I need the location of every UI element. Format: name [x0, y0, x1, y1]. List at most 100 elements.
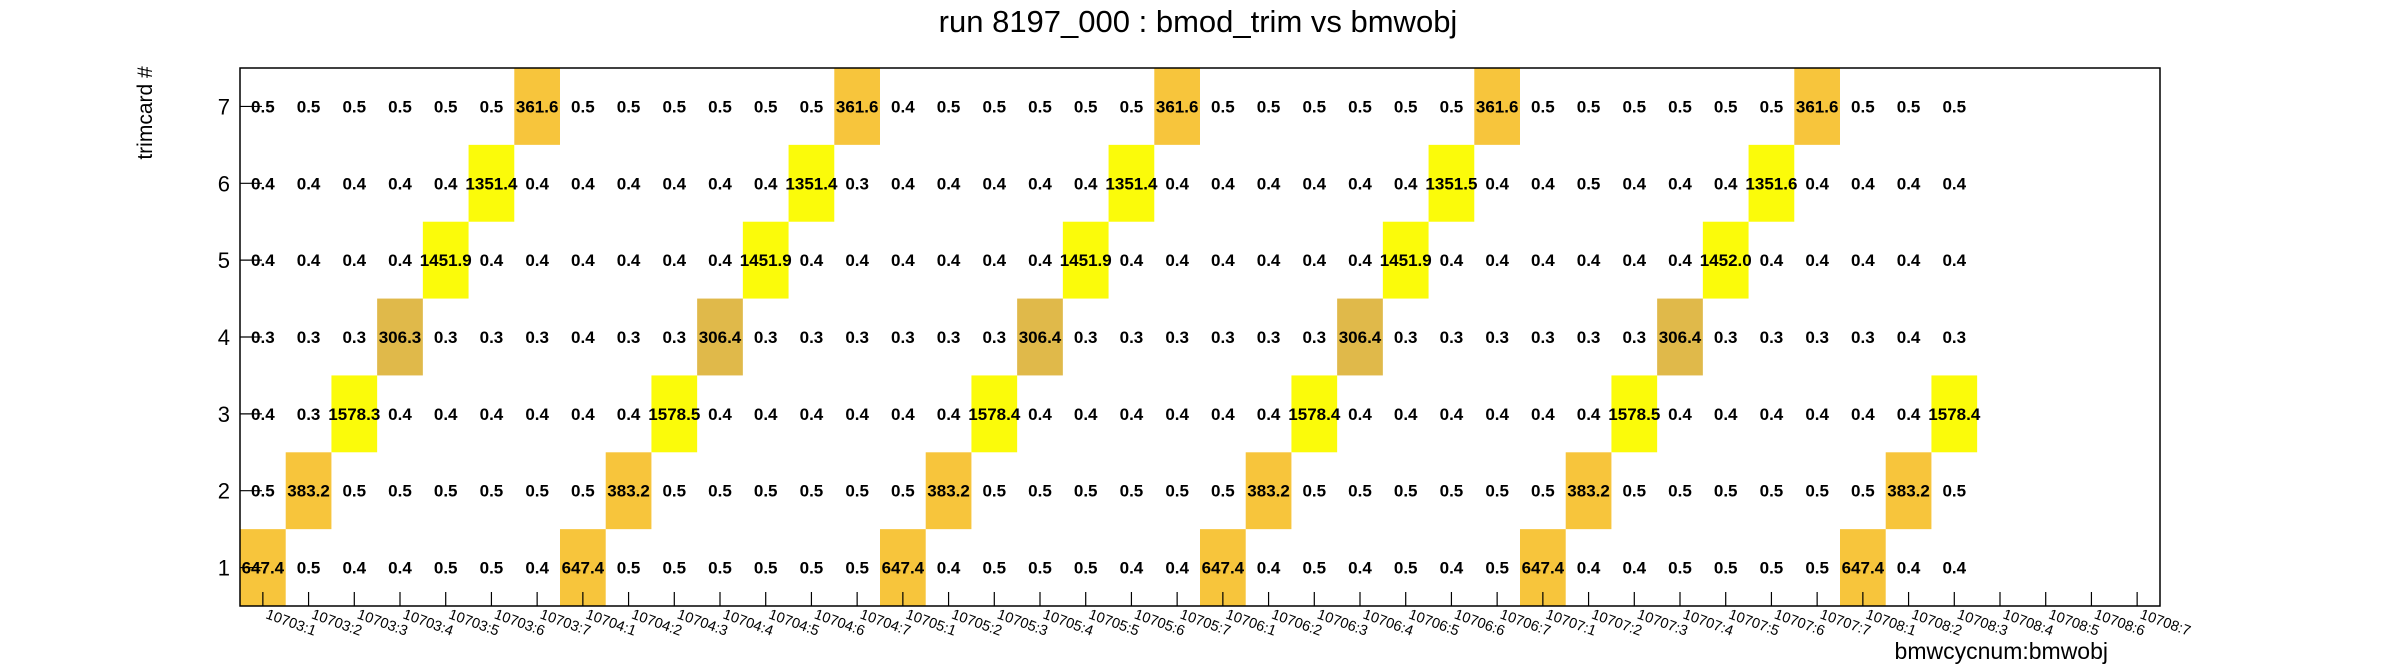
cell-value-label: 306.4 [1659, 328, 1702, 347]
x-tick-label: 10708:6 [2092, 607, 2147, 640]
cell-value-label: 0.4 [1531, 251, 1555, 270]
heatmap-cell [1794, 68, 1840, 145]
cell-value-label: 0.5 [891, 482, 915, 501]
heatmap-cell [1017, 298, 1063, 376]
cell-value-label: 0.4 [251, 174, 275, 193]
x-tick-label: 10707:2 [1589, 607, 1644, 640]
cell-value-label: 0.3 [1211, 328, 1235, 347]
cell-value-label: 0.4 [1805, 251, 1829, 270]
cell-value-label: 0.5 [571, 97, 595, 116]
y-tick-label: 1 [218, 556, 230, 581]
cell-value-label: 0.4 [480, 251, 504, 270]
x-tick-label: 10704:6 [812, 607, 867, 640]
heatmap-cell [1154, 68, 1200, 145]
heatmap-cells [240, 68, 1978, 606]
cell-value-label: 0.4 [1211, 405, 1235, 424]
x-tick-label: 10703:3 [355, 607, 410, 640]
cell-value-label: 0.5 [1394, 559, 1418, 578]
heatmap-cell [1062, 221, 1109, 299]
cell-value-label: 1451.9 [740, 251, 792, 270]
cell-value-label: 0.4 [982, 251, 1006, 270]
cell-value-label: 0.5 [388, 97, 412, 116]
cell-value-label: 0.5 [1120, 482, 1144, 501]
cell-value-label: 0.5 [1531, 482, 1555, 501]
cell-value-label: 0.3 [342, 328, 366, 347]
cell-value-label: 0.5 [617, 97, 641, 116]
cell-value-label: 0.4 [1760, 251, 1784, 270]
cell-value-label: 0.5 [1622, 97, 1646, 116]
x-tick-label: 10704:4 [721, 607, 776, 640]
x-tick-label: 10704:7 [858, 607, 913, 640]
cell-value-label: 0.3 [1760, 328, 1784, 347]
x-tick-label: 10706:1 [1223, 607, 1278, 640]
cell-value-label: 0.5 [1485, 482, 1509, 501]
cell-value-label: 0.5 [1302, 559, 1326, 578]
heatmap-cell [1565, 452, 1612, 530]
cell-value-label: 306.4 [1339, 328, 1382, 347]
cell-value-label: 361.6 [1476, 97, 1519, 116]
cell-value-label: 0.4 [708, 405, 732, 424]
cell-value-label: 0.5 [1074, 482, 1098, 501]
cell-value-label: 0.5 [1760, 482, 1784, 501]
x-tick-label: 10705:5 [1086, 607, 1141, 640]
cell-value-label: 0.4 [1851, 405, 1875, 424]
cell-value-label: 0.5 [662, 97, 686, 116]
cell-value-label: 0.3 [297, 328, 321, 347]
cell-value-label: 0.4 [1622, 174, 1646, 193]
cell-value-label: 0.5 [1211, 482, 1235, 501]
cell-value-label: 0.4 [388, 251, 412, 270]
cell-value-label: 0.3 [1577, 328, 1601, 347]
x-tick-label: 10707:7 [1818, 607, 1873, 640]
cell-value-label: 0.4 [1531, 174, 1555, 193]
heatmap-cell [1245, 452, 1292, 530]
cell-value-label: 0.4 [1851, 251, 1875, 270]
cell-value-label: 0.5 [342, 97, 366, 116]
cell-value-label: 0.4 [571, 251, 595, 270]
x-tick-label: 10705:4 [1041, 607, 1096, 640]
y-tick-label: 4 [218, 325, 230, 350]
cell-value-label: 0.4 [1348, 174, 1372, 193]
heatmap-cell [1748, 144, 1795, 222]
x-tick-label: 10703:4 [401, 607, 456, 640]
cell-value-label: 0.4 [982, 174, 1006, 193]
x-tick-label: 10708:5 [2046, 607, 2101, 640]
cell-value-label: 0.5 [982, 559, 1006, 578]
cell-value-label: 0.4 [1714, 405, 1738, 424]
cell-value-label: 0.5 [1394, 482, 1418, 501]
cell-value-label: 0.4 [800, 251, 824, 270]
heatmap-cell [1291, 375, 1338, 453]
cell-value-label: 0.4 [1897, 559, 1921, 578]
cell-value-label: 0.5 [1028, 559, 1052, 578]
cell-value-label: 0.4 [662, 251, 686, 270]
cell-value-label: 0.4 [1577, 559, 1601, 578]
cell-value-label: 0.5 [662, 482, 686, 501]
cell-value-label: 0.5 [1577, 174, 1601, 193]
cell-value-label: 0.5 [1714, 559, 1738, 578]
cell-value-label: 0.4 [251, 405, 275, 424]
cell-value-label: 0.5 [434, 559, 458, 578]
cell-value-label: 0.4 [1074, 174, 1098, 193]
heatmap-cell [377, 298, 423, 376]
cell-value-label: 0.4 [1440, 559, 1464, 578]
cell-value-label: 0.5 [1120, 97, 1144, 116]
cell-value-label: 0.3 [1074, 328, 1098, 347]
x-tick-label: 10708:1 [1863, 607, 1918, 640]
cell-value-label: 1452.0 [1700, 251, 1752, 270]
x-tick-label: 10706:7 [1498, 607, 1553, 640]
cell-value-label: 0.5 [845, 559, 869, 578]
cell-value-label: 0.3 [480, 328, 504, 347]
heatmap-cell [788, 144, 835, 222]
cell-value-label: 0.4 [1485, 405, 1509, 424]
cell-value-label: 0.4 [1165, 559, 1189, 578]
heatmap-cell [697, 298, 743, 376]
cell-value-label: 0.4 [1120, 405, 1144, 424]
cell-value-label: 0.4 [617, 251, 641, 270]
cell-value-label: 0.4 [434, 174, 458, 193]
cell-value-label: 0.4 [1211, 251, 1235, 270]
cell-value-label: 0.3 [937, 328, 961, 347]
heatmap-cell [1931, 375, 1978, 453]
cell-value-label: 0.4 [1897, 328, 1921, 347]
cell-value-label: 0.4 [388, 174, 412, 193]
cell-value-label: 0.4 [434, 405, 458, 424]
